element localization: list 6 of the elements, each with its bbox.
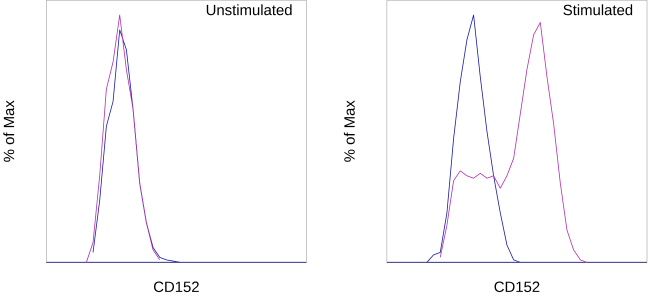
chart-title: Unstimulated — [206, 4, 292, 16]
x-axis-title: CD152 — [494, 282, 540, 292]
y-axis-title: % of Max — [3, 100, 14, 162]
y-axis-title: % of Max — [344, 100, 355, 162]
chart-title: Stimulated — [563, 4, 632, 16]
x-axis-title: CD152 — [154, 282, 199, 292]
